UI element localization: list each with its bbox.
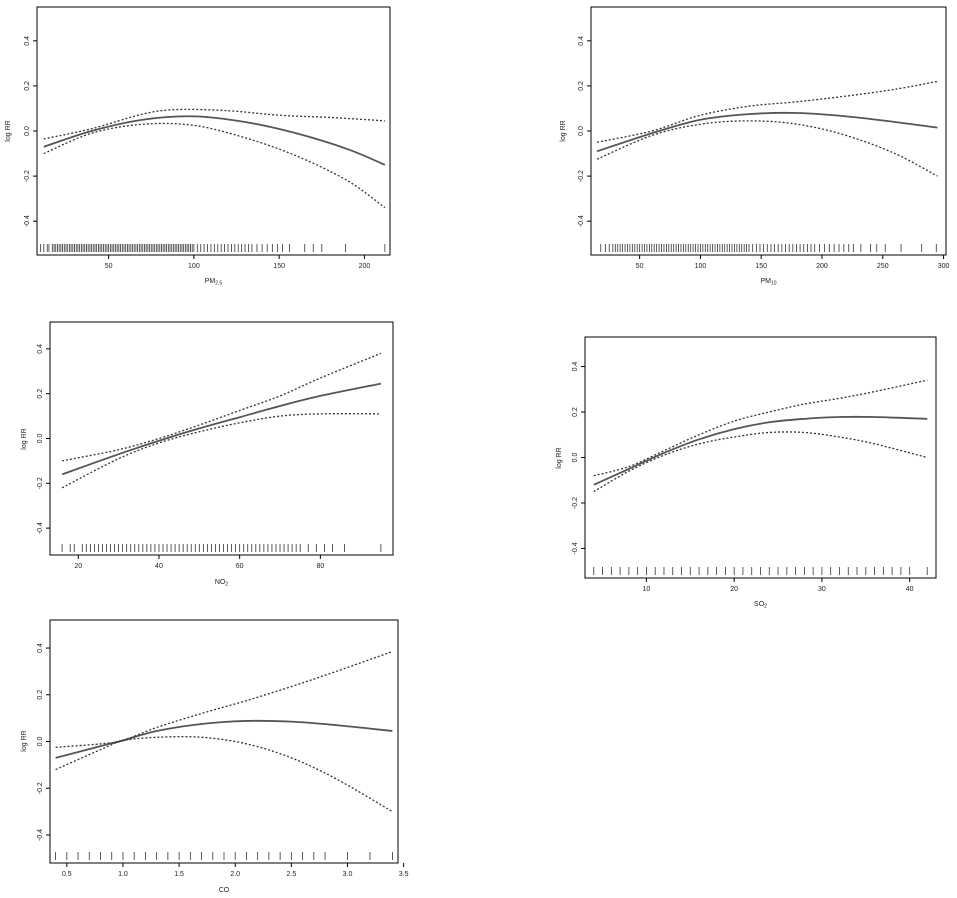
y-tick-label: -0.2 (572, 497, 579, 509)
panel-2: 50 100 150 200 250 300 -0.4 -0.2 0.0 0.2 0.4 PM10 lo… (560, 6, 950, 287)
y-tick-label: 0.2 (37, 690, 44, 700)
x-tick-label: 150 (755, 263, 767, 270)
ci-lower-curve (596, 120, 938, 177)
panel-3: 20 40 60 80 -0.4 -0.2 0.0 0.2 0.4 NO2 log RR (21, 321, 394, 588)
y-tick-label: 0.4 (37, 344, 44, 354)
x-tick-label: 200 (359, 263, 371, 270)
y-tick-label: -0.2 (578, 170, 585, 182)
ci-lower-curve (43, 122, 386, 209)
ci-upper-curve (61, 352, 382, 462)
fit-curve (61, 382, 382, 476)
plot-frame (49, 321, 394, 556)
x-tick-label: 150 (273, 263, 285, 270)
ci-upper-curve (55, 650, 393, 748)
x-tick-label: 50 (636, 263, 644, 270)
y-tick-label: -0.2 (24, 170, 31, 182)
panel-5: 0.5 1.0 1.5 2.0 2.5 3.0 3.5 -0.4 -0.2 0.0 0.2 0.4 CO… (21, 619, 409, 894)
y-tick-label: 0.0 (24, 126, 31, 136)
y-axis-label: log RR (556, 447, 563, 468)
x-tick-label: 250 (877, 263, 889, 270)
x-tick-label: 50 (105, 263, 113, 270)
ci-lower-curve (593, 431, 928, 493)
x-axis-label: PM2.5 (205, 278, 223, 287)
plot-frame (590, 6, 947, 256)
x-tick-label: 20 (74, 563, 82, 570)
y-axis-label: log RR (5, 120, 12, 141)
x-tick-label: 10 (643, 586, 651, 593)
y-tick-label: 0.0 (37, 434, 44, 444)
y-tick-label: 0.2 (572, 407, 579, 417)
x-tick-label: 100 (695, 263, 707, 270)
fit-curve (593, 415, 928, 486)
y-tick-label: 0.4 (37, 643, 44, 653)
ci-lower-curve (55, 736, 393, 813)
ci-lower-curve (61, 413, 381, 489)
x-axis-label: CO (219, 887, 230, 894)
y-tick-label: 0.2 (24, 81, 31, 91)
y-axis-label: log RR (21, 428, 28, 449)
x-tick-label: 2.0 (230, 871, 240, 878)
y-tick-label: -0.4 (37, 829, 44, 841)
x-tick-label: 0.5 (62, 871, 72, 878)
y-axis-label: log RR (21, 730, 28, 751)
plot-frame (584, 336, 937, 579)
x-tick-label: 3.5 (399, 871, 409, 878)
y-tick-label: -0.2 (37, 782, 44, 794)
y-tick-label: 0.4 (572, 362, 579, 372)
y-tick-label: -0.4 (24, 215, 31, 227)
x-axis-label: NO2 (215, 579, 229, 588)
panel-4: 10 20 30 40 -0.4 -0.2 0.0 0.2 0.4 SO2 log RR (556, 336, 937, 610)
y-tick-label: -0.2 (37, 477, 44, 489)
x-tick-label: 20 (730, 586, 738, 593)
x-tick-label: 3.0 (343, 871, 353, 878)
x-tick-label: 40 (155, 563, 163, 570)
x-axis-label: PM10 (760, 278, 776, 287)
y-tick-label: 0.4 (578, 36, 585, 46)
x-tick-label: 30 (818, 586, 826, 593)
y-tick-label: 0.2 (37, 389, 44, 399)
x-tick-label: 60 (236, 563, 244, 570)
x-tick-label: 1.0 (118, 871, 128, 878)
y-tick-label: 0.4 (24, 36, 31, 46)
fit-curve (55, 719, 393, 759)
x-tick-label: 1.5 (174, 871, 184, 878)
y-tick-label: -0.4 (572, 542, 579, 554)
y-tick-label: 0.0 (578, 126, 585, 136)
ci-upper-curve (593, 379, 928, 477)
x-tick-label: 100 (188, 263, 200, 270)
fit-curve (43, 115, 386, 166)
x-tick-label: 2.5 (286, 871, 296, 878)
y-axis-label: log RR (560, 120, 567, 141)
x-axis-label: SO2 (754, 601, 767, 610)
y-tick-label: -0.4 (578, 215, 585, 227)
x-tick-label: 200 (816, 263, 828, 270)
y-tick-label: 0.0 (37, 737, 44, 747)
x-tick-label: 40 (906, 586, 914, 593)
y-tick-label: -0.4 (37, 522, 44, 534)
x-tick-label: 80 (316, 563, 324, 570)
y-tick-label: 0.2 (578, 81, 585, 91)
ci-upper-curve (596, 80, 938, 143)
panel-1: 50 100 150 200 -0.4 -0.2 0.0 0.2 0.4 PM2.5 log RR (5, 6, 391, 287)
y-tick-label: 0.0 (572, 453, 579, 463)
ci-upper-curve (43, 108, 385, 140)
x-tick-label: 300 (938, 263, 950, 270)
plot-frame (49, 619, 399, 864)
fit-curve (596, 111, 938, 153)
